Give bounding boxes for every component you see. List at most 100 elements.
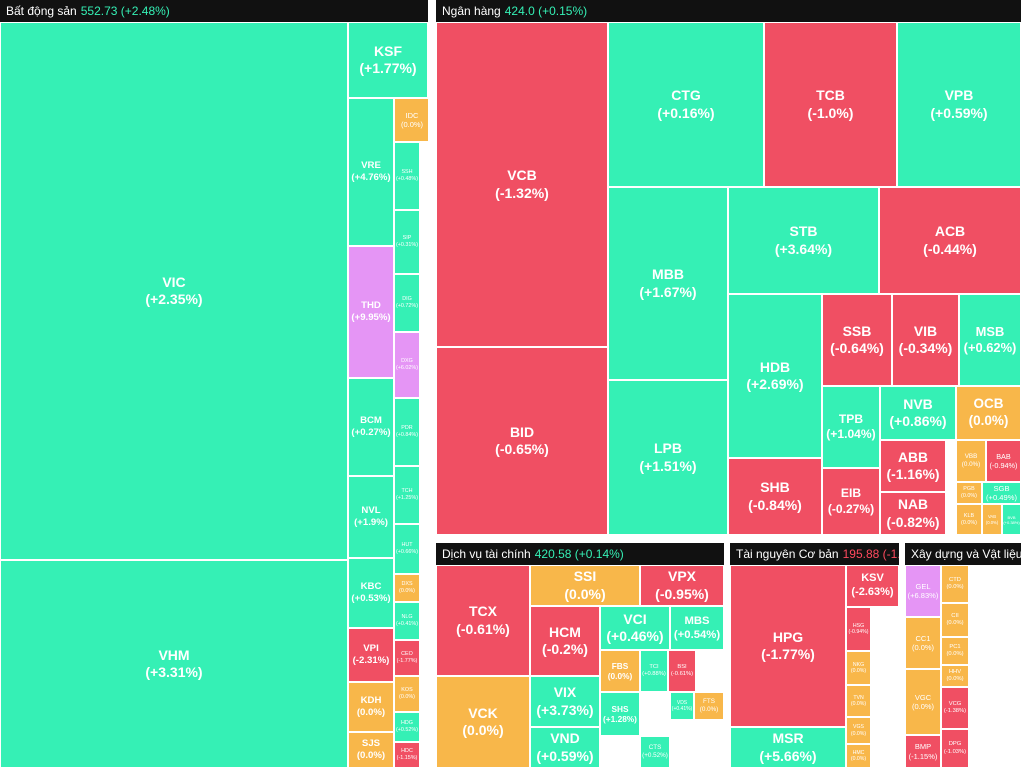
stock-change: (-0.84%) bbox=[748, 496, 802, 513]
stock-tile-msb[interactable]: MSB (+0.62%) bbox=[959, 294, 1021, 386]
stock-tile-bab[interactable]: BAB (-0.94%) bbox=[986, 440, 1021, 482]
stock-tile-lpb[interactable]: LPB (+1.51%) bbox=[608, 380, 728, 535]
stock-tile-vgc[interactable]: VGC (0.0%) bbox=[905, 669, 941, 735]
stock-tile-dig[interactable]: DIG (+0.72%) bbox=[394, 274, 420, 332]
sector-header[interactable]: Xây dựng và Vật liệu bbox=[905, 543, 1021, 565]
stock-tile-klb[interactable]: KLB (0.0%) bbox=[956, 504, 982, 535]
stock-tile-ssi[interactable]: SSI (0.0%) bbox=[530, 565, 640, 606]
stock-tile-vnd[interactable]: VND (+0.59%) bbox=[530, 727, 600, 768]
stock-tile-ctd[interactable]: CTD (0.0%) bbox=[941, 565, 969, 603]
stock-tile-bmp[interactable]: BMP (-1.15%) bbox=[905, 735, 941, 768]
stock-tile-hdg[interactable]: HDG (+0.52%) bbox=[394, 712, 420, 742]
stock-tile-vib[interactable]: VIB (-0.34%) bbox=[892, 294, 959, 386]
stock-tile-ceo[interactable]: CEO (-1.77%) bbox=[394, 640, 420, 676]
sector-header[interactable]: Dịch vụ tài chính 420.58 (+0.14%) bbox=[436, 543, 724, 565]
stock-tile-bsi[interactable]: BSI (-0.61%) bbox=[668, 650, 696, 692]
stock-tile-hsg[interactable]: HSG (-0.94%) bbox=[846, 607, 871, 651]
stock-change: (+0.27%) bbox=[351, 427, 391, 438]
stock-tile-hmc[interactable]: HMC (0.0%) bbox=[846, 744, 871, 768]
stock-tile-vpx[interactable]: VPX (-0.95%) bbox=[640, 565, 724, 606]
stock-tile-ksv[interactable]: KSV (-2.63%) bbox=[846, 565, 899, 607]
stock-tile-fbs[interactable]: FBS (0.0%) bbox=[600, 650, 640, 692]
stock-tile-vab[interactable]: VAB (0.0%) bbox=[982, 504, 1002, 535]
stock-tile-ksf[interactable]: KSF (+1.77%) bbox=[348, 22, 428, 98]
stock-tile-nlg[interactable]: NLG (+0.41%) bbox=[394, 602, 420, 640]
stock-tile-nvb[interactable]: NVB (+0.86%) bbox=[880, 386, 956, 440]
stock-tile-vgs[interactable]: VGS (0.0%) bbox=[846, 717, 871, 744]
stock-tile-kos[interactable]: KOS (0.0%) bbox=[394, 676, 420, 712]
stock-tile-sip[interactable]: SIP (+0.31%) bbox=[394, 210, 420, 274]
stock-tile-pgb[interactable]: PGB (0.0%) bbox=[956, 482, 982, 504]
stock-tile-gel[interactable]: GEL (+6.83%) bbox=[905, 565, 941, 617]
stock-change: (-0.44%) bbox=[923, 240, 977, 257]
stock-tile-bid[interactable]: BID (-0.65%) bbox=[436, 347, 608, 535]
stock-ticker: BVB bbox=[1007, 514, 1016, 520]
sector-header[interactable]: Ngân hàng 424.0 (+0.15%) bbox=[436, 0, 1021, 22]
stock-tile-cts[interactable]: CTS (+0.52%) bbox=[640, 736, 670, 768]
stock-tile-ocb[interactable]: OCB (0.0%) bbox=[956, 386, 1021, 440]
stock-tile-shb[interactable]: SHB (-0.84%) bbox=[728, 458, 822, 535]
stock-change: (+1.77%) bbox=[359, 60, 417, 76]
stock-tile-dxg[interactable]: DXG (+6.02%) bbox=[394, 332, 420, 398]
stock-tile-eib[interactable]: EIB (-0.27%) bbox=[822, 468, 880, 535]
stock-tile-mbb[interactable]: MBB (+1.67%) bbox=[608, 187, 728, 380]
stock-tile-stb[interactable]: STB (+3.64%) bbox=[728, 187, 879, 294]
stock-tile-tch[interactable]: TCH (+1.25%) bbox=[394, 466, 420, 524]
stock-tile-kdh[interactable]: KDH (0.0%) bbox=[348, 682, 394, 732]
stock-tile-ssb[interactable]: SSB (-0.64%) bbox=[822, 294, 892, 386]
stock-tile-cc1[interactable]: CC1 (0.0%) bbox=[905, 617, 941, 669]
stock-tile-nvl[interactable]: NVL (+1.9%) bbox=[348, 476, 394, 558]
stock-tile-tcx[interactable]: TCX (-0.61%) bbox=[436, 565, 530, 676]
stock-tile-vic[interactable]: VIC (+2.35%) bbox=[0, 22, 348, 560]
stock-tile-nab[interactable]: NAB (-0.82%) bbox=[880, 492, 946, 535]
stock-tile-vci[interactable]: VCI (+0.46%) bbox=[600, 606, 670, 650]
stock-tile-vpi[interactable]: VPI (-2.31%) bbox=[348, 628, 394, 682]
stock-tile-vpb[interactable]: VPB (+0.59%) bbox=[897, 22, 1021, 187]
stock-tile-hpg[interactable]: HPG (-1.77%) bbox=[730, 565, 846, 727]
stock-tile-hdb[interactable]: HDB (+2.69%) bbox=[728, 294, 822, 458]
stock-tile-dxs[interactable]: DXS (0.0%) bbox=[394, 574, 420, 602]
stock-tile-vcg[interactable]: VCG (-1.38%) bbox=[941, 687, 969, 729]
stock-tile-vre[interactable]: VRE (+4.76%) bbox=[348, 98, 394, 246]
stock-tile-bcm[interactable]: BCM (+0.27%) bbox=[348, 378, 394, 476]
stock-ticker: MBS bbox=[684, 614, 710, 627]
sector-header[interactable]: Bất động sản 552.73 (+2.48%) bbox=[0, 0, 428, 22]
stock-tile-idc[interactable]: IDC (0.0%) bbox=[394, 98, 428, 142]
stock-tile-bvb[interactable]: BVB (+0.38%) bbox=[1002, 504, 1021, 535]
stock-tile-kbc[interactable]: KBC (+0.53%) bbox=[348, 558, 394, 628]
stock-tile-tci[interactable]: TCI (+0.88%) bbox=[640, 650, 668, 692]
stock-tile-cii[interactable]: CII (0.0%) bbox=[941, 603, 969, 637]
sector-index: 424.0 (+0.15%) bbox=[504, 4, 588, 18]
stock-tile-sgb[interactable]: SGB (+0.49%) bbox=[982, 482, 1021, 504]
stock-tile-tpb[interactable]: TPB (+1.04%) bbox=[822, 386, 880, 468]
stock-tile-nkg[interactable]: NKG (0.0%) bbox=[846, 651, 871, 685]
stock-tile-ssh[interactable]: SSH (+0.48%) bbox=[394, 142, 420, 210]
stock-tile-msr[interactable]: MSR (+5.66%) bbox=[730, 727, 846, 768]
stock-tile-sjs[interactable]: SJS (0.0%) bbox=[348, 732, 394, 768]
stock-tile-shs[interactable]: SHS (+1.28%) bbox=[600, 692, 640, 736]
stock-tile-hut[interactable]: HUT (+0.66%) bbox=[394, 524, 420, 574]
stock-tile-mbs[interactable]: MBS (+0.54%) bbox=[670, 606, 724, 650]
stock-tile-vcb[interactable]: VCB (-1.32%) bbox=[436, 22, 608, 347]
stock-tile-pdr[interactable]: PDR (+0.84%) bbox=[394, 398, 420, 466]
stock-tile-pc1[interactable]: PC1 (0.0%) bbox=[941, 637, 969, 665]
stock-tile-vds[interactable]: VDS (+0.41%) bbox=[670, 692, 694, 720]
stock-tile-tcb[interactable]: TCB (-1.0%) bbox=[764, 22, 897, 187]
stock-tile-hhv[interactable]: HHV (0.0%) bbox=[941, 665, 969, 687]
stock-tile-thd[interactable]: THD (+9.95%) bbox=[348, 246, 394, 378]
stock-tile-hdc[interactable]: HDC (-1.15%) bbox=[394, 742, 420, 768]
stock-tile-abb[interactable]: ABB (-1.16%) bbox=[880, 440, 946, 492]
stock-tile-tvn[interactable]: TVN (0.0%) bbox=[846, 685, 871, 717]
stock-tile-fts[interactable]: FTS (0.0%) bbox=[694, 692, 724, 720]
stock-tile-hcm[interactable]: HCM (-0.2%) bbox=[530, 606, 600, 676]
stock-ticker: CII bbox=[951, 612, 959, 619]
stock-tile-dpg[interactable]: DPG (-1.03%) bbox=[941, 729, 969, 768]
stock-tile-ctg[interactable]: CTG (+0.16%) bbox=[608, 22, 764, 187]
stock-tile-vck[interactable]: VCK (0.0%) bbox=[436, 676, 530, 768]
stock-tile-acb[interactable]: ACB (-0.44%) bbox=[879, 187, 1021, 294]
stock-tile-vhm[interactable]: VHM (+3.31%) bbox=[0, 560, 348, 768]
stock-ticker: THD bbox=[361, 300, 381, 312]
stock-tile-vbb[interactable]: VBB (0.0%) bbox=[956, 440, 986, 482]
stock-tile-vix[interactable]: VIX (+3.73%) bbox=[530, 676, 600, 727]
